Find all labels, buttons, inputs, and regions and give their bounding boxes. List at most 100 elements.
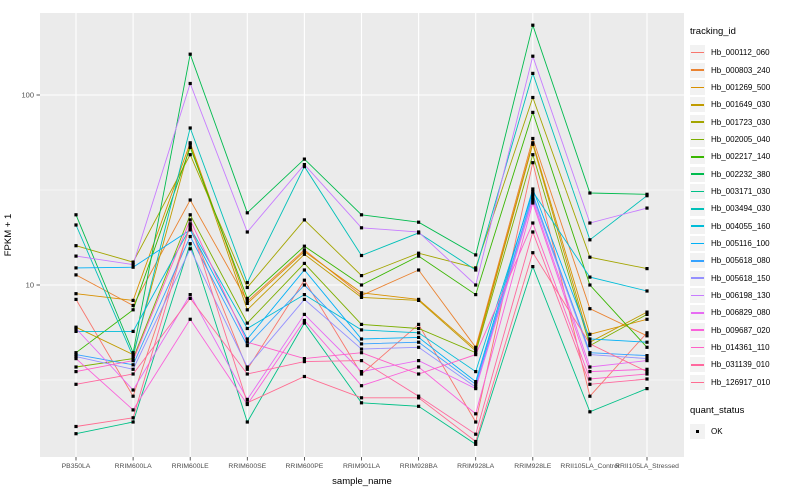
data-point [588,365,592,369]
data-point [131,303,135,308]
legend-key-swatch [690,97,705,113]
data-point [417,326,421,331]
x-tick-label: RRII105LA_Stressed [615,463,679,470]
data-point [245,308,249,312]
data-point [645,340,649,344]
data-point [131,388,135,392]
data-point [188,218,192,222]
data-point [245,365,249,369]
data-point [131,298,135,302]
x-tick-label: RRIM600LE [172,463,209,470]
legend-item-label: Hb_126917_010 [711,377,771,387]
data-point [188,234,192,239]
data-point [188,52,192,56]
legend-line-icon [691,156,704,158]
data-point [588,255,592,259]
data-point [359,384,364,388]
data-point [531,95,535,100]
data-point [645,354,649,358]
data-point [417,372,421,376]
data-point [188,81,192,86]
legend-line-icon [691,260,704,262]
data-point [302,268,306,272]
data-point [588,221,592,225]
data-point [474,353,478,357]
legend-item: Hb_005618_080 [690,252,798,269]
legend-line-icon [691,86,704,89]
data-point [417,404,421,408]
data-point [74,382,78,386]
data-point [474,345,478,349]
data-point [302,252,306,256]
data-point [645,312,649,316]
data-point [645,289,649,293]
data-point [74,244,78,248]
data-point [245,401,249,405]
data-point [74,266,78,270]
data-point [588,382,592,386]
data-point [474,439,478,444]
data-point [188,142,192,146]
legend-item: Hb_014361_110 [690,339,798,356]
data-point [188,126,192,130]
data-point [188,226,192,230]
data-point [245,296,249,300]
data-point [531,153,535,157]
data-point [645,310,649,314]
data-point [588,283,592,287]
data-point [131,408,135,412]
legend-key-swatch [690,253,705,269]
data-point [74,223,78,227]
data-point [474,370,478,374]
data-point [245,211,249,215]
data-point [245,285,249,290]
legend-item-label: Hb_005618_080 [711,256,771,266]
legend-item-label: Hb_003171_030 [711,186,771,196]
data-point [74,297,78,301]
data-point [531,161,535,165]
y-axis-title: FPKM + 1 [3,214,14,257]
legend-key-swatch [690,201,705,217]
data-point [74,353,78,357]
data-point [645,206,649,210]
x-tick-label: RRIM928LE [514,463,551,470]
data-point [188,198,192,202]
data-point [131,394,135,398]
data-point [302,312,306,316]
x-tick-label: RRIM600SE [228,463,266,470]
data-point [245,367,249,371]
data-point [131,351,135,355]
data-point [588,238,592,242]
data-point [359,322,364,326]
data-point [302,157,306,161]
legend-key-swatch [690,374,705,390]
data-point [302,244,306,248]
data-point [245,337,249,341]
legend-key-swatch [690,62,705,78]
legend-item-label: Hb_005116_100 [711,238,770,248]
data-point [302,374,306,379]
data-point [417,359,421,363]
data-point [245,326,249,331]
data-point [645,267,649,271]
data-point [645,331,649,335]
legend-item: Hb_003171_030 [690,183,798,200]
data-point [474,382,478,386]
data-point [531,190,535,194]
data-point [74,273,78,277]
data-point [131,420,135,424]
data-point [474,380,478,384]
data-point [302,360,306,364]
data-point [188,224,192,228]
data-point [131,416,135,420]
data-point [588,275,592,279]
x-tick-label: RRIM928BA [400,463,438,470]
legend-line-icon [691,208,704,210]
data-point [417,331,421,335]
x-tick-label: RRIM901LA [343,463,380,470]
data-point [302,278,306,282]
legend-item-label: Hb_004055_160 [711,221,771,231]
data-point [474,283,478,287]
legend-line-icon [691,381,704,383]
legend-item: Hb_001269_500 [690,79,798,96]
